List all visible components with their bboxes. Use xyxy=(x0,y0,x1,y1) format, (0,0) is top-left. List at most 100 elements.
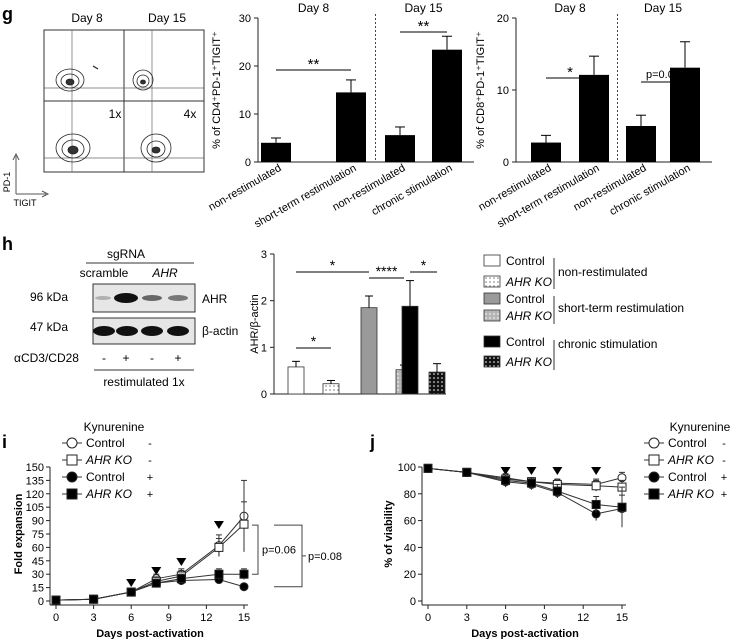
bar xyxy=(385,135,415,162)
blot-sgrna-label: sgRNA xyxy=(107,247,145,261)
data-point xyxy=(151,578,161,588)
y-axis-label: AHR/β-actin xyxy=(249,294,261,354)
y-tick-label: 0 xyxy=(410,596,416,608)
restimulation-arrow xyxy=(151,567,162,575)
legend-label: AHR KO xyxy=(505,309,552,323)
y-tick-label: 20 xyxy=(497,13,509,25)
legend-kyn-sign: + xyxy=(147,472,153,484)
flow-restim-1x: 1x xyxy=(109,107,122,121)
legend-kyn-sign: + xyxy=(147,489,153,501)
y-tick-label: 80 xyxy=(404,489,416,501)
x-tick-label: 12 xyxy=(577,612,589,624)
legend-marker xyxy=(66,471,78,483)
flow-day8-label: Day 8 xyxy=(71,11,103,25)
group-title: Day 8 xyxy=(554,1,586,15)
data-point xyxy=(526,478,536,488)
cd4-bar-chart: 0 10 20 30 % of CD4⁺PD-1⁺TIGIT⁺ non-restimula… xyxy=(207,1,474,230)
x-axis-label: Days post-activation xyxy=(96,628,204,639)
x-tick-label: 15 xyxy=(238,612,250,624)
blot-protein-ahr: AHR xyxy=(202,292,228,306)
pvalue-bracket xyxy=(252,524,259,575)
y-tick-label: 30 xyxy=(239,13,251,25)
restimulation-arrow xyxy=(552,467,563,475)
legend-swatch xyxy=(483,309,501,322)
x-tick-label: 15 xyxy=(616,612,628,624)
legend-label: Control xyxy=(506,335,545,349)
legend-swatch xyxy=(483,275,501,288)
data-point xyxy=(239,582,249,592)
y-tick-label: 1 xyxy=(261,342,267,354)
y-tick-label: 75 xyxy=(32,529,44,541)
data-point xyxy=(214,542,224,552)
y-tick-label: 30 xyxy=(32,569,44,581)
flow-day15-label: Day 15 xyxy=(148,11,186,25)
bar xyxy=(432,49,462,162)
significance-label: ** xyxy=(308,56,320,73)
y-tick-label: 60 xyxy=(404,516,416,528)
category-label: chronic stimulation xyxy=(370,162,455,218)
legend-label: AHR KO xyxy=(505,355,552,369)
legend-label: Control xyxy=(86,436,125,450)
y-tick-label: 20 xyxy=(404,569,416,581)
y-tick-label: 90 xyxy=(32,516,44,528)
y-tick-label: 0 xyxy=(261,389,267,401)
x-tick-label: 0 xyxy=(425,612,431,624)
viability-chart: 0 20 40 60 80 100 0 3 6 9 12 15 Days post-activation… xyxy=(383,420,731,639)
legend-kyn-sign: - xyxy=(722,438,726,450)
y-tick-label: 105 xyxy=(26,502,44,514)
significance-label: **** xyxy=(376,263,398,279)
x-tick-label: 3 xyxy=(464,612,470,624)
data-point xyxy=(51,595,61,605)
y-tick-label: 40 xyxy=(404,542,416,554)
restimulation-arrow xyxy=(213,521,224,529)
blot-mw-47: 47 kDa xyxy=(30,320,68,334)
data-point xyxy=(239,569,249,579)
y-axis-label: % of CD8⁺PD-1⁺TIGIT⁺ xyxy=(475,31,487,149)
x-tick-label: 6 xyxy=(503,612,509,624)
x-tick-label: 9 xyxy=(541,612,547,624)
bar xyxy=(626,126,656,162)
significance-label: p=0.07 xyxy=(646,69,680,81)
bar xyxy=(401,305,419,395)
restimulation-arrow xyxy=(126,579,137,587)
legend-kyn-sign: - xyxy=(722,455,726,467)
flow-restim-4x: 4x xyxy=(184,107,197,121)
y-tick-label: 0 xyxy=(503,157,509,169)
western-blot: sgRNA scramble AHR 96 kDa 47 kDa AHR β-a… xyxy=(14,247,238,389)
legend-label: AHR KO xyxy=(505,275,552,289)
pvalue-label: p=0.08 xyxy=(308,551,342,563)
group-title: Day 8 xyxy=(298,1,330,15)
x-tick-label: 6 xyxy=(128,612,134,624)
blot-lane-scramble: scramble xyxy=(80,266,129,280)
significance-label: * xyxy=(311,333,317,349)
legend-marker xyxy=(648,454,660,466)
legend-group-label: chronic stimulation xyxy=(558,337,657,351)
legend-label: AHR KO xyxy=(667,453,714,467)
y-tick-label: 100 xyxy=(398,462,416,474)
y-axis-label: % of CD4⁺PD-1⁺TIGIT⁺ xyxy=(211,31,223,149)
y-tick-label: 120 xyxy=(26,489,44,501)
y-tick-label: 3 xyxy=(261,249,267,261)
x-tick-label: 3 xyxy=(91,612,97,624)
restimulation-arrow xyxy=(526,467,537,475)
category-label: non-restimulated xyxy=(207,162,284,213)
blot-stim-sign: + xyxy=(174,351,181,365)
legend-label: Control xyxy=(86,470,125,484)
bar xyxy=(531,142,561,162)
bar xyxy=(336,92,366,162)
legend-marker xyxy=(66,454,78,466)
data-point xyxy=(591,481,601,491)
significance-label: * xyxy=(567,64,573,81)
legend-marker xyxy=(66,437,78,449)
legend-kyn-sign: - xyxy=(148,455,152,467)
legend-group-label: non-restimulated xyxy=(558,265,647,279)
data-point xyxy=(501,475,511,485)
data-point xyxy=(239,519,249,529)
blot-stim-sign: + xyxy=(122,351,129,365)
legend-marker xyxy=(648,471,660,483)
bar xyxy=(287,366,305,395)
blot-stim-sign: - xyxy=(150,351,154,365)
panel-letter-j: j xyxy=(369,432,375,452)
